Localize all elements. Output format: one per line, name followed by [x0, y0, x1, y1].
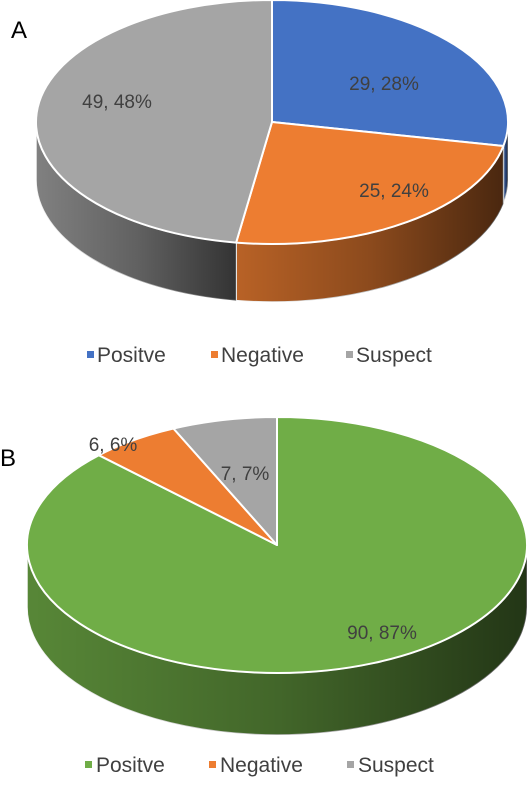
legend-label-negative: Negative — [220, 754, 303, 777]
legend-swatch-positve — [85, 761, 92, 768]
legend-swatch-negative — [209, 761, 216, 768]
legend-swatch-negative — [211, 351, 218, 358]
pie-top-faces — [26, 416, 527, 674]
data-label-positve: 29, 28% — [349, 74, 419, 95]
slice-negative — [235, 121, 505, 245]
pie-chart-a: 29, 28% 25, 24% 49, 48% A Positve Negative Sus… — [11, 0, 509, 367]
data-label-suspect: 49, 48% — [82, 92, 152, 113]
legend-swatch-positve — [87, 351, 94, 358]
legend-swatch-suspect — [347, 761, 354, 768]
slice-positve — [271, 0, 509, 148]
legend: Positve Negative Suspect — [85, 754, 434, 777]
panel-label: A — [11, 17, 27, 44]
data-label-suspect: 7, 7% — [221, 464, 270, 485]
pie-top-faces — [35, 0, 509, 245]
legend-label-negative: Negative — [221, 344, 304, 367]
data-label-negative: 6, 6% — [89, 435, 138, 456]
slice-side-shade — [236, 146, 504, 302]
legend-label-suspect: Suspect — [356, 344, 432, 367]
slice-side-shade — [503, 122, 508, 205]
data-label-negative: 25, 24% — [359, 181, 429, 202]
legend-label-suspect: Suspect — [358, 754, 434, 777]
slice-side-shade — [27, 545, 527, 735]
panel-label: B — [0, 445, 16, 472]
pie-chart-b: 90, 87% 6, 6% 7, 7% B Positve Negative Suspect — [0, 416, 527, 777]
legend-label-positve: Positve — [96, 754, 165, 777]
legend-swatch-suspect — [346, 351, 353, 358]
slice-side-shade — [36, 122, 237, 301]
slice-suspect — [172, 416, 278, 546]
legend: Positve Negative Suspect — [87, 344, 432, 367]
legend-label-positve: Positve — [97, 344, 166, 367]
data-label-positve: 90, 87% — [347, 623, 417, 644]
slice-suspect — [35, 0, 273, 244]
